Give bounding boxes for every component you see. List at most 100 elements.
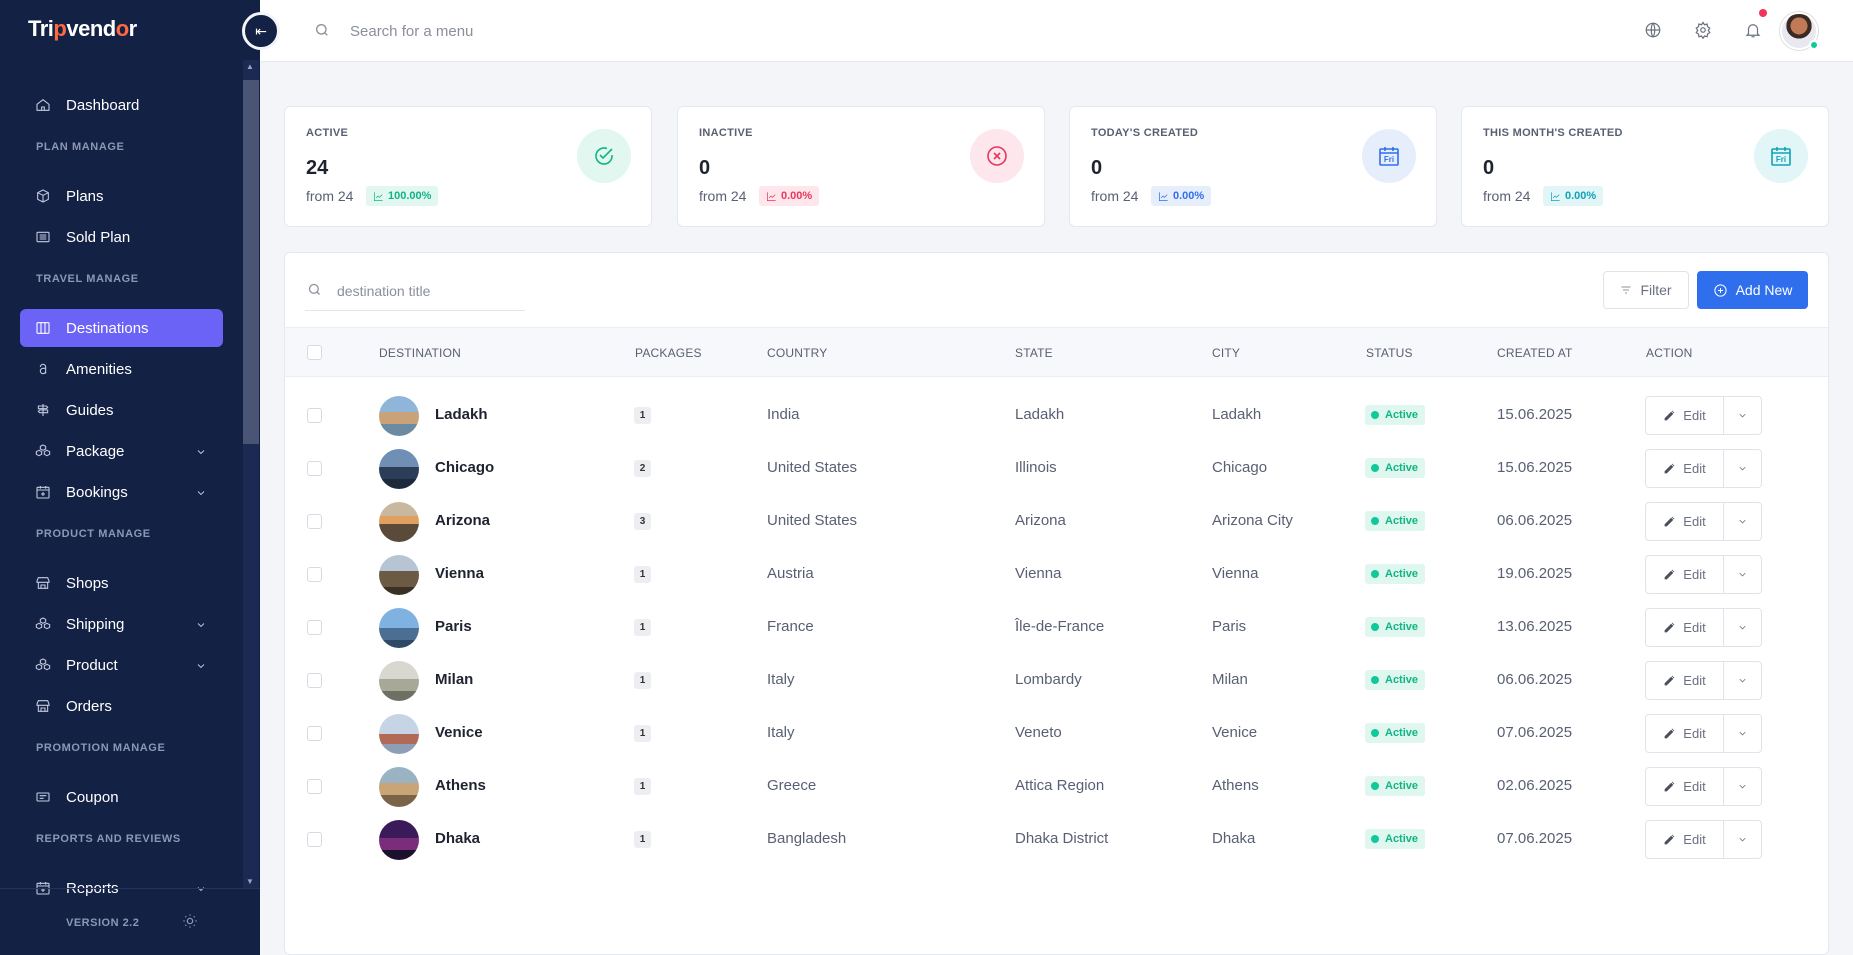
column-header-destination[interactable]: DESTINATION xyxy=(379,346,461,360)
destination-search-input[interactable] xyxy=(337,279,523,303)
table-row[interactable]: Arizona 3 United States Arizona Arizona City… xyxy=(285,490,1828,552)
sidebar: Tripvendor Dashboard PLAN MANAGE Plans Sold… xyxy=(0,0,260,955)
edit-button[interactable]: Edit xyxy=(1646,662,1724,699)
country-cell: France xyxy=(767,618,814,635)
row-checkbox[interactable] xyxy=(307,673,322,688)
row-checkbox[interactable] xyxy=(307,832,322,847)
add-new-button[interactable]: Add New xyxy=(1697,271,1808,309)
sun-icon[interactable] xyxy=(182,913,200,931)
city-cell: Venice xyxy=(1212,724,1258,741)
country-cell: Greece xyxy=(767,777,817,794)
row-actions-dropdown-button[interactable] xyxy=(1724,397,1761,434)
table-row[interactable]: Athens 1 Greece Attica Region Athens Active 02… xyxy=(285,755,1828,817)
edit-button[interactable]: Edit xyxy=(1646,821,1724,858)
sidebar-item-sold-plan[interactable]: Sold Plan xyxy=(20,218,223,256)
select-all-checkbox[interactable] xyxy=(307,345,322,360)
row-checkbox[interactable] xyxy=(307,514,322,529)
row-checkbox[interactable] xyxy=(307,779,322,794)
row-checkbox[interactable] xyxy=(307,620,322,635)
destination-name[interactable]: Vienna xyxy=(435,565,484,582)
edit-button[interactable]: Edit xyxy=(1646,397,1724,434)
filter-button[interactable]: Filter xyxy=(1603,271,1689,309)
destination-name[interactable]: Venice xyxy=(435,724,483,741)
column-header-status[interactable]: STATUS xyxy=(1366,346,1413,360)
pencil-icon xyxy=(1664,834,1675,845)
table-row[interactable]: Vienna 1 Austria Vienna Vienna Active 19.06.20… xyxy=(285,543,1828,605)
sidebar-item-orders[interactable]: Orders xyxy=(20,687,223,725)
edit-button[interactable]: Edit xyxy=(1646,715,1724,752)
created-at-cell: 19.06.2025 xyxy=(1497,565,1573,582)
edit-button[interactable]: Edit xyxy=(1646,556,1724,593)
sidebar-item-coupon[interactable]: Coupon xyxy=(20,778,223,816)
table-row[interactable]: Chicago 2 United States Illinois Chicago Acti… xyxy=(285,437,1828,499)
destination-name[interactable]: Athens xyxy=(435,777,486,794)
bell-icon[interactable] xyxy=(1744,21,1764,41)
column-header-packages[interactable]: PACKAGES xyxy=(635,346,702,360)
sidebar-item-package[interactable]: Package xyxy=(20,432,223,470)
logo-text: p xyxy=(53,16,67,41)
table-row[interactable]: Ladakh 1 India Ladakh Ladakh Active 15.06.2025… xyxy=(285,384,1828,446)
destination-name[interactable]: Chicago xyxy=(435,459,495,476)
collapse-sidebar-button[interactable]: ⇤ xyxy=(242,12,280,50)
destination-name[interactable]: Dhaka xyxy=(435,830,481,847)
edit-button[interactable]: Edit xyxy=(1646,503,1724,540)
scroll-up-arrow-icon[interactable]: ▲ xyxy=(246,62,254,71)
globe-icon[interactable] xyxy=(1644,21,1664,41)
row-checkbox[interactable] xyxy=(307,408,322,423)
gear-icon[interactable] xyxy=(1694,21,1714,41)
row-actions-dropdown-button[interactable] xyxy=(1724,768,1761,805)
column-header-country[interactable]: COUNTRY xyxy=(767,346,828,360)
search-icon xyxy=(314,22,330,43)
destination-name[interactable]: Ladakh xyxy=(435,406,488,423)
calendar-day-text: Fri xyxy=(1776,155,1786,164)
column-header-city[interactable]: CITY xyxy=(1212,346,1241,360)
stat-value: 0 xyxy=(1483,157,1495,179)
table-row[interactable]: Paris 1 France Île-de-France Paris Active 13.0… xyxy=(285,596,1828,658)
sidebar-item-plans[interactable]: Plans xyxy=(20,177,223,215)
packages-count-badge: 1 xyxy=(634,407,651,424)
table-row[interactable]: Milan 1 Italy Lombardy Milan Active 06.06.2025… xyxy=(285,649,1828,711)
destination-name[interactable]: Paris xyxy=(435,618,472,635)
sidebar-scrollbar[interactable]: ▲ ▼ xyxy=(243,60,259,888)
column-header-state[interactable]: STATE xyxy=(1015,346,1053,360)
sidebar-item-product[interactable]: Product xyxy=(20,646,223,684)
sidebar-item-destinations[interactable]: Destinations xyxy=(20,309,223,347)
destination-name[interactable]: Arizona xyxy=(435,512,491,529)
table-row[interactable]: Venice 1 Italy Veneto Venice Active 07.06.2025… xyxy=(285,702,1828,764)
row-checkbox[interactable] xyxy=(307,726,322,741)
row-actions-dropdown-button[interactable] xyxy=(1724,503,1761,540)
edit-button[interactable]: Edit xyxy=(1646,768,1724,805)
row-checkbox[interactable] xyxy=(307,567,322,582)
destination-name[interactable]: Milan xyxy=(435,671,474,688)
row-actions-dropdown-button[interactable] xyxy=(1724,662,1761,699)
sidebar-item-dashboard[interactable]: Dashboard xyxy=(20,86,223,124)
column-header-created-at[interactable]: CREATED AT xyxy=(1497,346,1573,360)
chevron-down-icon xyxy=(195,618,207,635)
country-cell: Italy xyxy=(767,724,795,741)
table-row[interactable]: Dhaka 1 Bangladesh Dhaka District Dhaka Activ… xyxy=(285,808,1828,870)
edit-button[interactable]: Edit xyxy=(1646,450,1724,487)
sidebar-item-guides[interactable]: Guides xyxy=(20,391,223,429)
sidebar-item-amenities[interactable]: Amenities xyxy=(20,350,223,388)
row-actions-dropdown-button[interactable] xyxy=(1724,821,1761,858)
row-actions-dropdown-button[interactable] xyxy=(1724,556,1761,593)
scrollbar-thumb[interactable] xyxy=(243,80,259,444)
logo[interactable]: Tripvendor xyxy=(28,16,137,42)
sidebar-section-reports-and-reviews: REPORTS AND REVIEWS xyxy=(36,833,181,845)
row-actions-dropdown-button[interactable] xyxy=(1724,715,1761,752)
menu-search-input[interactable] xyxy=(350,18,750,44)
sidebar-item-shops[interactable]: Shops xyxy=(20,564,223,602)
sidebar-section-promotion-manage: PROMOTION MANAGE xyxy=(36,742,166,754)
chevron-down-icon xyxy=(1739,678,1746,683)
created-at-cell: 06.06.2025 xyxy=(1497,512,1573,529)
scroll-down-arrow-icon[interactable]: ▼ xyxy=(246,877,254,886)
row-actions-dropdown-button[interactable] xyxy=(1724,450,1761,487)
stat-percent: 0.00% xyxy=(781,190,813,202)
row-actions-dropdown-button[interactable] xyxy=(1724,609,1761,646)
sidebar-item-shipping[interactable]: Shipping xyxy=(20,605,223,643)
sidebar-item-bookings[interactable]: Bookings xyxy=(20,473,223,511)
edit-button[interactable]: Edit xyxy=(1646,609,1724,646)
edit-button-label: Edit xyxy=(1683,620,1706,635)
row-checkbox[interactable] xyxy=(307,461,322,476)
chevron-down-icon xyxy=(195,445,207,462)
